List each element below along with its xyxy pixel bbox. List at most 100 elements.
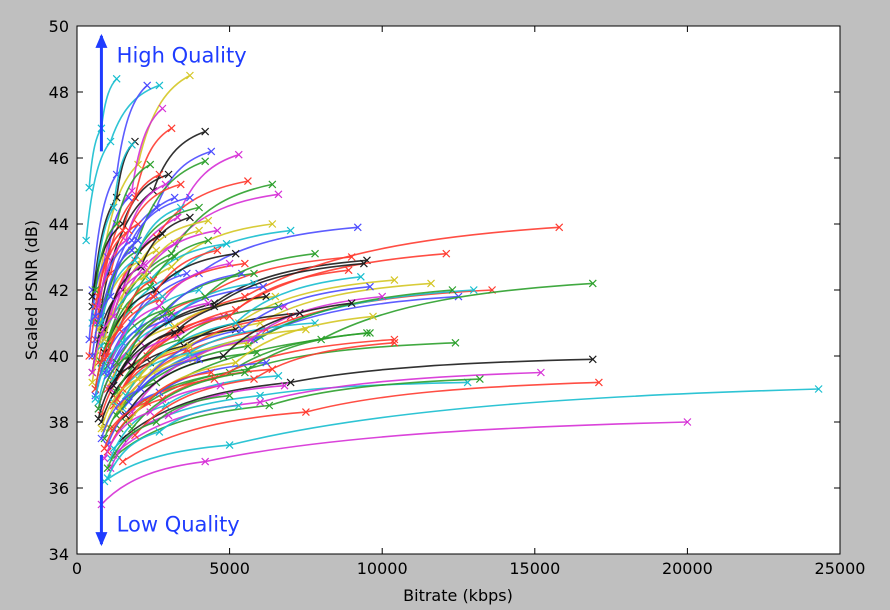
data-point-marker bbox=[378, 292, 387, 301]
data-point-marker bbox=[390, 338, 399, 347]
data-point-marker bbox=[265, 401, 274, 410]
data-point-marker bbox=[103, 464, 112, 473]
data-point-marker bbox=[442, 249, 451, 258]
x-tick-label: 15000 bbox=[509, 559, 560, 578]
data-point-marker bbox=[448, 286, 457, 294]
annotation-layer: High Quality Low Quality bbox=[95, 33, 247, 547]
data-point-marker bbox=[97, 434, 106, 443]
data-point-marker bbox=[231, 319, 240, 327]
data-point-marker bbox=[182, 269, 191, 278]
data-point-marker bbox=[94, 414, 103, 423]
data-point-marker bbox=[170, 253, 179, 261]
data-point-marker bbox=[112, 394, 121, 403]
data-point-marker bbox=[213, 246, 222, 255]
data-point-marker bbox=[124, 352, 133, 360]
data-point-marker bbox=[210, 302, 219, 311]
data-point-marker bbox=[176, 325, 185, 334]
data-point-marker bbox=[88, 368, 97, 377]
x-tick-label: 5000 bbox=[209, 559, 250, 578]
data-point-marker bbox=[274, 371, 283, 380]
data-point-marker bbox=[243, 177, 252, 186]
data-point-marker bbox=[683, 418, 692, 426]
data-point-marker bbox=[311, 249, 319, 258]
data-point-marker bbox=[152, 418, 161, 426]
data-point-marker bbox=[469, 286, 478, 294]
data-point-marker bbox=[390, 335, 399, 344]
data-point-marker bbox=[268, 180, 277, 189]
series-line bbox=[122, 358, 593, 440]
data-point-marker bbox=[112, 358, 121, 367]
data-point-marker bbox=[588, 279, 597, 288]
x-tick-label: 0 bbox=[72, 559, 82, 578]
data-point-marker bbox=[115, 368, 124, 377]
series-layer bbox=[82, 71, 823, 509]
data-point-marker bbox=[286, 378, 295, 387]
data-point-marker bbox=[359, 259, 368, 268]
data-point-marker bbox=[185, 213, 194, 222]
data-point-marker bbox=[124, 398, 133, 407]
data-point-marker bbox=[112, 220, 121, 228]
data-point-marker bbox=[213, 226, 222, 235]
data-point-marker bbox=[369, 312, 377, 321]
data-point-marker bbox=[140, 272, 149, 281]
data-point-marker bbox=[128, 361, 136, 370]
data-point-marker bbox=[88, 292, 97, 301]
y-tick-label: 36 bbox=[49, 479, 69, 498]
data-point-marker bbox=[555, 223, 564, 232]
data-point-marker bbox=[94, 302, 103, 311]
data-point-marker bbox=[268, 220, 277, 228]
data-point-marker bbox=[234, 401, 243, 410]
data-point-marker bbox=[259, 282, 268, 291]
x-tick-label: 20000 bbox=[662, 559, 713, 578]
data-point-marker bbox=[161, 401, 170, 410]
data-point-marker bbox=[161, 180, 170, 189]
data-point-marker bbox=[109, 203, 118, 212]
data-point-marker bbox=[536, 368, 545, 377]
data-point-marker bbox=[158, 292, 167, 301]
data-point-marker bbox=[100, 335, 109, 344]
data-point-marker bbox=[170, 322, 179, 331]
data-point-marker bbox=[167, 124, 176, 133]
data-point-marker bbox=[155, 427, 164, 436]
data-point-marker bbox=[250, 375, 258, 384]
data-point-marker bbox=[131, 256, 139, 265]
data-point-marker bbox=[201, 292, 210, 301]
data-point-marker bbox=[216, 381, 225, 390]
data-point-marker bbox=[91, 312, 100, 321]
data-point-marker bbox=[146, 408, 155, 417]
data-point-marker bbox=[427, 279, 435, 288]
y-tick-label: 46 bbox=[49, 149, 69, 168]
data-point-marker bbox=[103, 474, 112, 483]
y-tick-label: 38 bbox=[49, 413, 69, 432]
data-point-marker bbox=[344, 266, 353, 275]
data-point-marker bbox=[475, 375, 484, 384]
data-point-marker bbox=[588, 355, 597, 364]
data-point-marker bbox=[814, 385, 823, 393]
data-point-marker bbox=[106, 292, 115, 301]
series-line bbox=[122, 381, 599, 463]
data-point-marker bbox=[88, 378, 97, 387]
data-point-marker bbox=[185, 342, 194, 351]
data-point-marker bbox=[280, 381, 289, 390]
low-quality-arrow-head bbox=[95, 532, 108, 547]
data-point-marker bbox=[185, 71, 194, 80]
y-tick-label: 42 bbox=[49, 281, 69, 300]
data-point-marker bbox=[240, 259, 249, 268]
data-point-marker bbox=[366, 328, 374, 337]
high-quality-arrow-head bbox=[95, 33, 108, 48]
data-point-marker bbox=[195, 355, 204, 364]
data-point-marker bbox=[451, 338, 460, 347]
y-tick-label: 48 bbox=[49, 83, 69, 102]
data-point-marker bbox=[189, 355, 197, 364]
data-point-marker bbox=[204, 299, 213, 308]
data-point-marker bbox=[97, 342, 106, 351]
data-point-marker bbox=[250, 269, 258, 278]
data-point-marker bbox=[353, 223, 362, 232]
data-point-marker bbox=[225, 441, 234, 450]
data-point-marker bbox=[109, 312, 118, 321]
data-point-marker bbox=[128, 424, 136, 433]
data-point-marker bbox=[137, 385, 146, 393]
x-axis-title: Bitrate (kbps) bbox=[403, 586, 513, 605]
data-point-marker bbox=[301, 408, 310, 417]
